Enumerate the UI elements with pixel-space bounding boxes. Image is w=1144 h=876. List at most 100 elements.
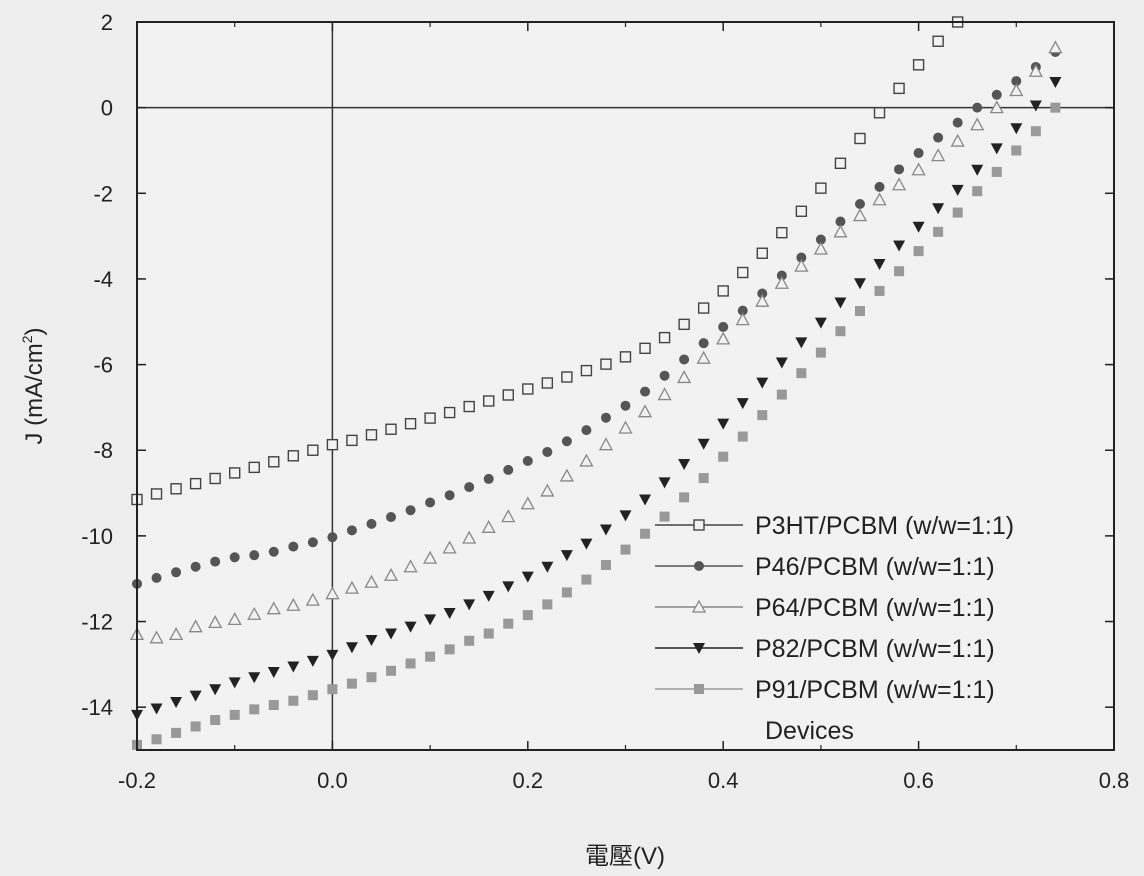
data-point [580,364,593,377]
data-point [559,468,574,482]
data-point [853,278,866,290]
data-point [696,350,711,364]
data-point [425,651,436,662]
data-point [1028,63,1043,77]
data-point [1011,76,1022,87]
data-point [247,606,262,620]
data-point [913,246,924,257]
data-point [757,410,768,421]
y-tick-label: -6 [93,353,113,378]
data-point [833,224,848,238]
data-point [620,544,631,555]
data-point [815,234,826,245]
data-point [933,226,944,237]
data-point [365,634,378,646]
y-tick-label: 2 [101,10,113,35]
data-point [540,483,555,497]
series-5 [132,102,1061,750]
data-point [481,519,496,533]
data-point [717,418,730,430]
data-point [718,451,729,462]
data-point [366,518,377,529]
data-point [932,35,944,47]
data-point [912,221,925,233]
data-point [541,377,554,389]
data-point [737,431,748,442]
data-point [854,132,866,145]
data-point [698,473,709,484]
data-point [150,703,163,715]
data-point [229,709,240,720]
data-point [405,505,416,516]
data-point [522,455,533,466]
data-point [873,107,886,119]
data-point [794,258,809,272]
data-point [170,483,182,495]
data-point [814,317,827,329]
data-point [561,371,573,383]
data-point [405,658,416,669]
data-point [931,148,946,162]
data-point [874,285,885,296]
data-point [503,618,514,629]
data-point [229,552,240,563]
data-point [580,538,593,550]
data-point [403,559,418,573]
data-point [425,497,436,508]
data-point [365,429,378,441]
data-point [501,509,516,523]
data-point [462,530,477,544]
data-point [443,406,456,419]
data-point [287,450,300,462]
legend-label: P91/PCBM (w/w=1:1) [755,676,995,704]
data-point [697,302,710,314]
data-point [893,82,905,95]
data-point [268,546,279,557]
data-point [658,331,671,344]
data-point [542,599,553,610]
data-point [327,684,338,695]
data-point [639,494,652,506]
data-point [520,496,535,510]
legend-label: P3HT/PCBM (w/w=1:1) [755,512,1014,540]
data-point [560,550,573,562]
data-point [502,389,514,401]
data-point [1029,100,1042,112]
series-4 [131,76,1062,721]
data-point [306,655,319,667]
data-point [1009,83,1024,97]
data-point [424,412,436,424]
data-point [442,540,457,554]
data-point [677,370,692,384]
data-point [698,338,709,349]
data-point [834,157,847,170]
data-point [813,241,828,255]
series-layer [129,16,1063,750]
data-point [345,642,358,654]
data-point [933,132,944,143]
data-point [990,143,1003,155]
data-point [912,59,925,71]
data-point [464,482,475,493]
legend-marker [694,684,704,694]
x-tick-label: -0.2 [118,768,156,793]
data-point [149,630,164,644]
data-point [989,100,1004,114]
x-tick-label: 0.6 [903,768,934,793]
data-point [522,383,534,395]
data-point [326,438,339,451]
legend: P3HT/PCBM (w/w=1:1) P46/PCBM (w/w=1:1) P64… [655,512,1014,745]
data-point [266,601,281,615]
data-point [483,395,495,407]
data-point [346,678,357,689]
data-point [581,574,592,585]
data-point [286,597,301,611]
data-point [952,117,963,128]
data-point [209,472,221,485]
data-point [894,164,905,175]
data-point [679,354,690,365]
data-point [639,342,651,355]
data-point [151,734,162,745]
data-point [970,117,985,131]
data-point [598,437,614,451]
